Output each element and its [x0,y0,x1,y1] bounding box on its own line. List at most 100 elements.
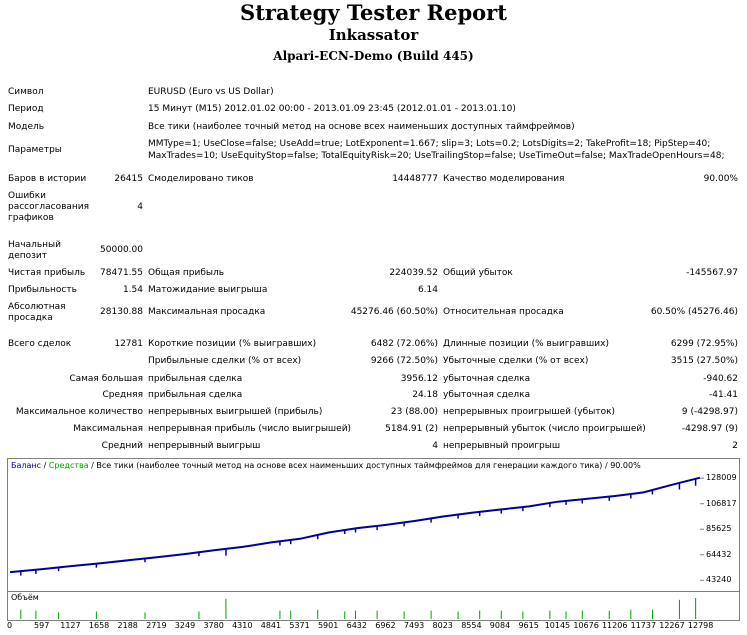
bars-label: Баров в истории [8,174,87,184]
x-tick-label: 12798 [687,621,714,630]
max-cons-wins-value: 23 (88.00) [390,407,438,417]
max-dd-label: Максимальная просадка [148,307,266,317]
ticks-label: Смоделировано тиков [148,174,254,184]
rel-dd-value: 60.50% (45276.46) [650,307,738,317]
profit-trades-label: Прибыльные сделки (% от всех) [148,356,302,366]
max-count-label: Максимальное количество [15,407,143,417]
ticks-value: 14448777 [392,174,438,184]
largest-profit-label: прибыльная сделка [148,374,243,384]
x-tick-label: 6432 [346,621,367,630]
x-tick-label: 9615 [518,621,539,630]
avg-profit-label: прибыльная сделка [148,390,243,400]
trades-value: 12781 [114,339,143,349]
x-tick-label: 4310 [232,621,253,630]
gross-profit-value: 224039.52 [389,268,438,278]
x-tick-label: 2188 [117,621,138,630]
max-cons-wins-label: непрерывных выигрышей (прибыль) [148,407,323,417]
deposit-value: 50000.00 [100,245,143,255]
loss-trades-label: Убыточные сделки (% от всех) [443,356,589,366]
long-value: 6299 (72.95%) [670,339,738,349]
largest-loss-value: -940.62 [703,374,738,384]
loss-trades-value: 3515 (27.50%) [670,356,738,366]
pf-value: 1.54 [122,285,143,295]
quality-value: 90.00% [703,174,738,184]
x-tick-label: 5901 [317,621,339,630]
errors-value: 4 [137,202,143,212]
net-value: 78471.55 [100,268,143,278]
abs-dd-value: 28130.88 [100,307,143,317]
report-title: Strategy Tester Report [240,0,507,25]
volume-label: Объём [11,593,39,602]
y-tick-label: 43240 [706,575,732,585]
gross-loss-label: Общий убыток [443,268,513,278]
avg-loss-label: убыточная сделка [443,390,531,400]
volume-panel: Объём [7,592,740,621]
x-tick-label: 8554 [461,621,482,630]
balance-line [9,476,701,574]
legend-sep: / [41,461,49,470]
balance-plot [9,476,704,581]
x-tick-label: 3249 [174,621,196,630]
avg-profit-value: 24.18 [412,390,438,400]
x-tick-label: 8023 [432,621,453,630]
expert-name: Inkassator [328,26,419,44]
avg-cons-losses-value: 2 [732,441,738,451]
x-tick-label: 4841 [260,621,282,630]
largest-profit-value: 3956.12 [400,374,438,384]
x-tick-label: 597 [34,621,50,630]
maximal-loss-label: непрерывный убыток (число проигрышей) [443,424,646,434]
x-tick-label: 3780 [203,621,224,630]
trades-label: Всего сделок [8,339,72,349]
legend-equity: Средства [48,461,89,470]
symbol-value: EURUSD (Euro vs US Dollar) [148,87,274,97]
period-value: 15 Минут (M15) 2012.01.02 00:00 - 2013.0… [148,104,516,114]
y-tick-label: 85625 [706,524,732,534]
short-value: 6482 (72.06%) [370,339,438,349]
avg-cons-wins-value: 4 [432,441,438,451]
params-line2: MaxTrades=10; UseEquityStop=false; Total… [148,151,725,161]
largest-loss-label: убыточная сделка [443,374,531,384]
x-tick-label: 6962 [375,621,396,630]
x-axis: 0 597 1127 1658 2188 2719 3249 3780 4310 4841 5371… [0,620,747,634]
abs-dd-label: Абсолютная просадка [8,302,66,323]
x-tick-label: 0 [7,621,13,630]
avg-cons-label: Средний [101,441,143,451]
balance-chart: Баланс / Средства / Все тики (наиболее т… [7,458,740,592]
model-label: Модель [8,122,45,132]
avg-loss-value: -41.41 [708,390,738,400]
payoff-label: Матожидание выигрыша [148,285,268,295]
x-tick-label: 9084 [489,621,511,630]
maximal-label: Максимальная [73,424,143,434]
y-tick-label: 128009 [706,473,737,483]
short-label: Короткие позиции (% выигравших) [148,339,317,349]
params-label: Параметры [8,145,62,155]
model-value: Все тики (наиболее точный метод на основ… [148,122,575,132]
rel-dd-label: Относительная просадка [443,307,564,317]
x-tick-label: 7493 [403,621,425,630]
x-tick-label: 5371 [289,621,310,630]
x-tick-label: 10145 [544,621,571,630]
y-tick-label: 64432 [706,549,732,559]
gross-profit-label: Общая прибыль [148,268,225,278]
x-tick-label: 11737 [630,621,657,630]
maximal-profit-value: 5184.91 (2) [385,424,438,434]
max-dd-value: 45276.46 (60.50%) [350,307,438,317]
x-tick-label: 1658 [88,621,110,630]
params-line1: MMType=1; UseClose=false; UseAdd=true; L… [148,139,711,149]
period-label: Период [8,104,44,114]
x-tick-label: 10676 [573,621,599,630]
errors-label: Ошибки рассогласования графиков [8,191,90,223]
pf-label: Прибыльность [8,285,77,295]
maximal-profit-label: непрерывная прибыль (число выигрышей) [148,424,352,434]
long-label: Длинные позиции (% выигравших) [443,339,609,349]
chart-caption: Баланс / Средства / Все тики (наиболее т… [11,461,641,471]
largest-label: Самая большая [69,374,143,384]
bars-value: 26415 [114,174,143,184]
payoff-value: 6.14 [417,285,438,295]
maximal-loss-value: -4298.97 (9) [681,424,738,434]
y-tick-label: 106817 [706,498,737,508]
x-tick-label: 11206 [601,621,628,630]
average-label: Средняя [102,390,143,400]
avg-cons-wins-label: непрерывный выигрыш [148,441,261,451]
quality-label: Качество моделирования [443,174,565,184]
